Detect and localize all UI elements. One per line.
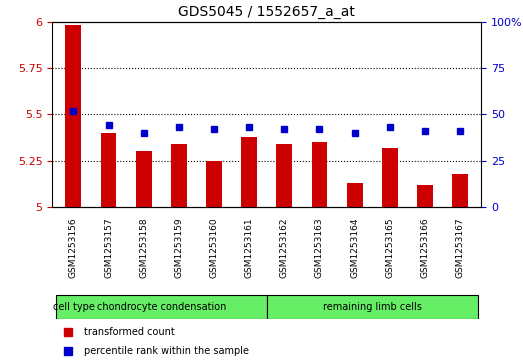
Text: GSM1253158: GSM1253158 — [139, 217, 148, 278]
Text: GSM1253159: GSM1253159 — [174, 217, 184, 278]
Text: GSM1253161: GSM1253161 — [245, 217, 254, 278]
Text: cell type: cell type — [53, 302, 95, 312]
Bar — [241, 136, 257, 207]
Text: remaining limb cells: remaining limb cells — [323, 302, 422, 312]
Title: GDS5045 / 1552657_a_at: GDS5045 / 1552657_a_at — [178, 5, 355, 19]
FancyBboxPatch shape — [267, 294, 477, 319]
Bar — [206, 160, 222, 207]
Bar — [347, 183, 362, 207]
Text: GSM1253167: GSM1253167 — [456, 217, 464, 278]
FancyBboxPatch shape — [56, 294, 267, 319]
Bar — [65, 25, 81, 207]
Text: GSM1253166: GSM1253166 — [420, 217, 429, 278]
Text: GSM1253156: GSM1253156 — [69, 217, 78, 278]
Bar — [417, 185, 433, 207]
Text: GSM1253157: GSM1253157 — [104, 217, 113, 278]
Text: GSM1253165: GSM1253165 — [385, 217, 394, 278]
Text: GSM1253162: GSM1253162 — [280, 217, 289, 278]
Text: GSM1253164: GSM1253164 — [350, 217, 359, 278]
Bar — [312, 142, 327, 207]
Bar — [100, 133, 117, 207]
Bar — [171, 144, 187, 207]
Bar — [276, 144, 292, 207]
Bar — [452, 174, 468, 207]
Text: transformed count: transformed count — [84, 327, 175, 337]
Text: GSM1253160: GSM1253160 — [210, 217, 219, 278]
Text: GSM1253163: GSM1253163 — [315, 217, 324, 278]
Text: chondrocyte condensation: chondrocyte condensation — [97, 302, 226, 312]
Bar — [382, 148, 397, 207]
Bar — [136, 151, 152, 207]
Text: percentile rank within the sample: percentile rank within the sample — [84, 346, 248, 356]
